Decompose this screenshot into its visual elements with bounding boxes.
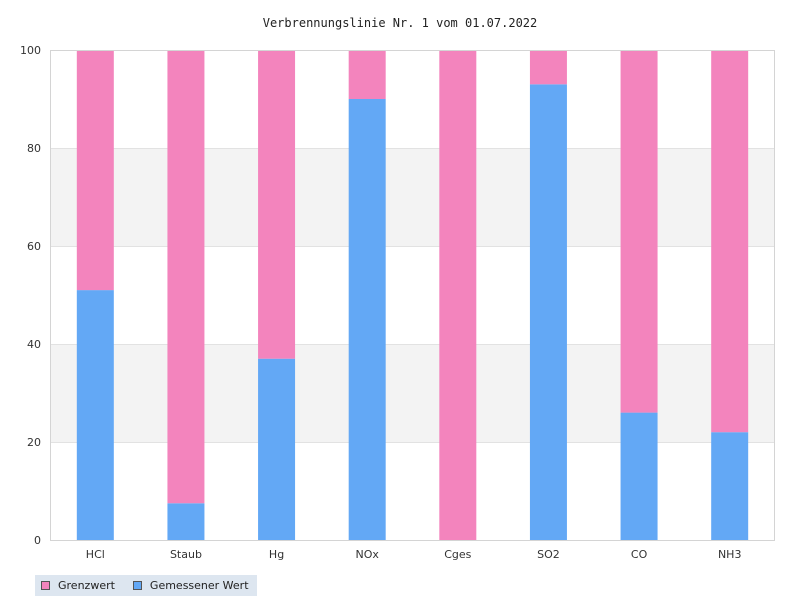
y-tick-label: 60 [27,240,41,253]
background-band [50,344,775,442]
legend-swatch-gemessener-wert [132,581,142,590]
x-tick-label: CO [631,548,648,561]
y-tick-label: 40 [27,338,41,351]
bar-gemessener-wert-nh3 [711,432,749,540]
y-axis-ticks: 0 20 40 60 80 100 [20,44,41,547]
background-band [50,148,775,246]
bar-grenzwert-co [620,50,658,413]
bar-grenzwert-nox [348,50,386,99]
bar-grenzwert-hcl [76,50,114,291]
x-tick-label: NH3 [718,548,742,561]
y-tick-label: 0 [34,534,41,547]
y-tick-label: 20 [27,436,41,449]
bar-grenzwert-cges [439,50,477,540]
bar-grenzwert-staub [167,50,205,504]
bar-gemessener-wert-hcl [76,290,114,540]
y-tick-label: 80 [27,142,41,155]
legend-label-gemessener-wert: Gemessener Wert [149,579,249,592]
bar-gemessener-wert-so2 [529,84,567,541]
x-tick-label: SO2 [537,548,560,561]
legend: Grenzwert Gemessener Wert [35,575,257,596]
x-tick-label: HCl [86,548,105,561]
bar-gemessener-wert-hg [258,358,296,540]
legend-swatch-grenzwert [41,581,50,590]
plot-frame [50,50,775,541]
bar-grenzwert-nh3 [711,50,749,433]
bar-grenzwert-hg [258,50,296,359]
bar-gemessener-wert-staub [167,503,205,540]
x-tick-label: Staub [170,548,202,561]
bars [76,50,749,541]
legend-item-grenzwert[interactable]: Grenzwert [41,579,115,592]
gridlines [50,50,775,541]
y-tick-label: 100 [20,44,41,57]
legend-label-grenzwert: Grenzwert [58,579,115,592]
x-tick-label: NOx [355,548,379,561]
x-axis-ticks: HCl Staub Hg NOx Cges SO2 CO NH3 [86,548,742,561]
background-bands [50,148,775,442]
chart-title: Verbrennungslinie Nr. 1 vom 01.07.2022 [263,16,538,30]
legend-item-gemessener-wert[interactable]: Gemessener Wert [132,579,249,592]
bar-gemessener-wert-nox [348,99,386,540]
bar-gemessener-wert-co [620,412,658,540]
x-tick-label: Hg [269,548,284,561]
bar-grenzwert-so2 [529,50,567,85]
x-tick-label: Cges [444,548,471,561]
